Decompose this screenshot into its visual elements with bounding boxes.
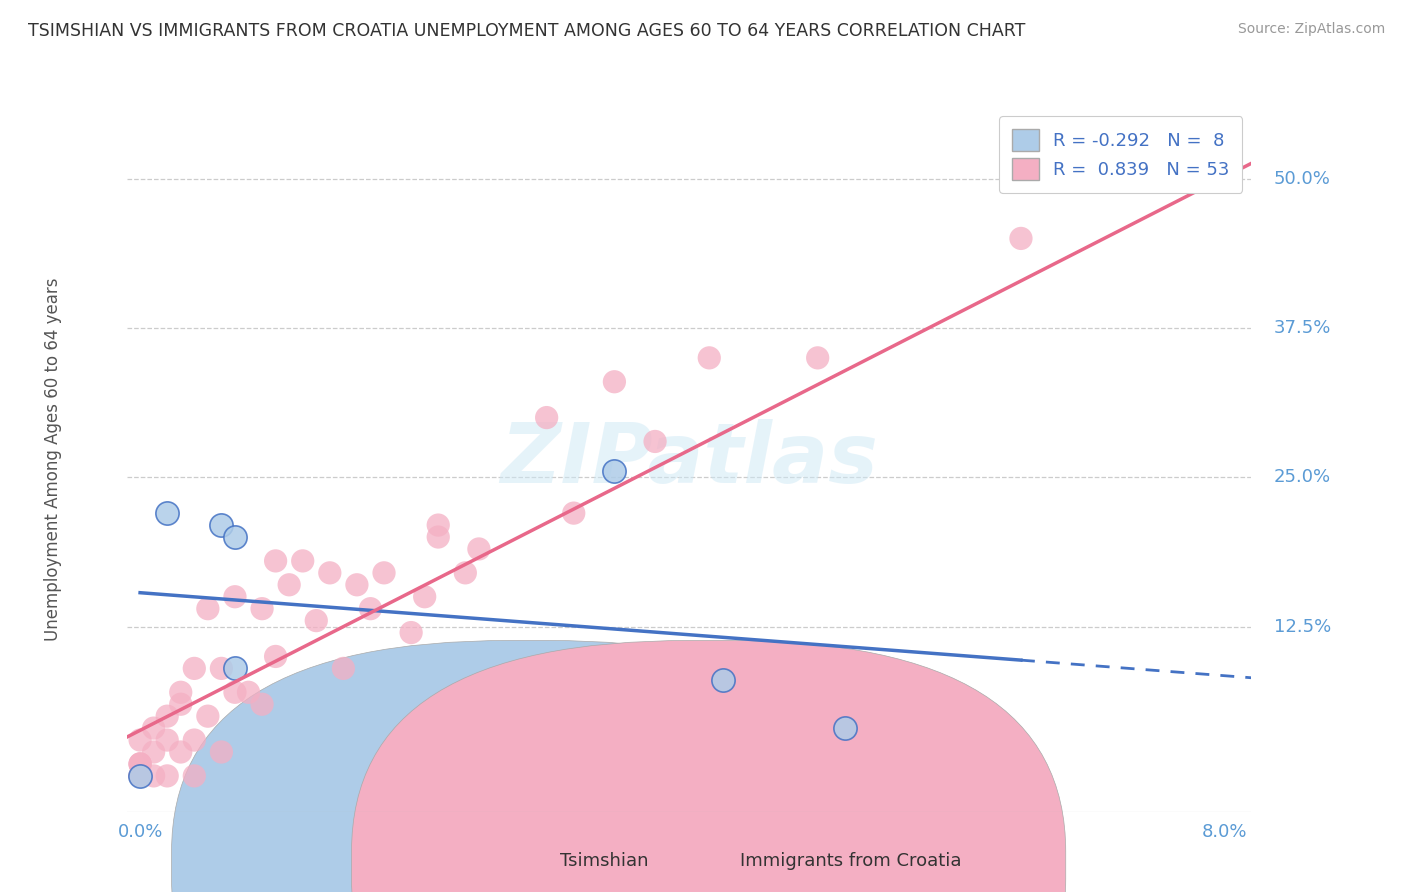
FancyBboxPatch shape bbox=[172, 640, 886, 892]
Point bbox=[156, 733, 179, 747]
Point bbox=[209, 661, 232, 675]
FancyBboxPatch shape bbox=[352, 640, 1066, 892]
Legend: R = -0.292   N =  8, R =  0.839   N = 53: R = -0.292 N = 8, R = 0.839 N = 53 bbox=[1000, 116, 1243, 193]
Text: ZIPatlas: ZIPatlas bbox=[501, 419, 877, 500]
Point bbox=[346, 578, 368, 592]
Point bbox=[129, 769, 152, 783]
Point bbox=[562, 506, 585, 520]
Point bbox=[129, 769, 152, 783]
Point bbox=[427, 518, 450, 533]
Point bbox=[250, 601, 273, 615]
Text: Unemployment Among Ages 60 to 64 years: Unemployment Among Ages 60 to 64 years bbox=[45, 277, 62, 641]
Point bbox=[413, 590, 436, 604]
Point bbox=[468, 541, 491, 556]
Text: 50.0%: 50.0% bbox=[1274, 169, 1330, 187]
Point bbox=[454, 566, 477, 580]
Point bbox=[183, 733, 205, 747]
Point bbox=[156, 709, 179, 723]
Point bbox=[129, 733, 152, 747]
Point bbox=[183, 769, 205, 783]
Text: Source: ZipAtlas.com: Source: ZipAtlas.com bbox=[1237, 22, 1385, 37]
Point bbox=[319, 566, 342, 580]
Point bbox=[359, 601, 381, 615]
Text: Tsimshian: Tsimshian bbox=[560, 852, 648, 870]
Point bbox=[129, 756, 152, 771]
Point bbox=[250, 697, 273, 711]
Point bbox=[264, 554, 287, 568]
Point bbox=[291, 554, 314, 568]
Point bbox=[238, 685, 260, 699]
Point bbox=[142, 745, 165, 759]
Point bbox=[1146, 171, 1168, 186]
Point bbox=[170, 685, 193, 699]
Point bbox=[224, 661, 246, 675]
Point bbox=[129, 756, 152, 771]
Point bbox=[373, 566, 395, 580]
Text: 25.0%: 25.0% bbox=[1274, 468, 1331, 486]
Point bbox=[209, 518, 232, 533]
Point bbox=[834, 721, 856, 735]
Point bbox=[305, 614, 328, 628]
Point bbox=[156, 506, 179, 520]
Point bbox=[264, 649, 287, 664]
Point bbox=[711, 673, 734, 688]
Point bbox=[536, 410, 558, 425]
Point bbox=[170, 697, 193, 711]
Point bbox=[197, 601, 219, 615]
Point bbox=[197, 709, 219, 723]
Point bbox=[875, 769, 897, 783]
Point bbox=[183, 661, 205, 675]
Point bbox=[142, 721, 165, 735]
Point bbox=[224, 590, 246, 604]
Point bbox=[644, 434, 666, 449]
Point bbox=[142, 769, 165, 783]
Point bbox=[427, 530, 450, 544]
Text: 12.5%: 12.5% bbox=[1274, 617, 1331, 636]
Point bbox=[156, 769, 179, 783]
Point bbox=[129, 769, 152, 783]
Point bbox=[1010, 231, 1032, 245]
Point bbox=[697, 351, 720, 365]
Point bbox=[224, 685, 246, 699]
Text: 37.5%: 37.5% bbox=[1274, 319, 1331, 337]
Point bbox=[278, 578, 301, 592]
Point bbox=[224, 530, 246, 544]
Point bbox=[603, 464, 626, 478]
Point bbox=[129, 769, 152, 783]
Text: Immigrants from Croatia: Immigrants from Croatia bbox=[740, 852, 962, 870]
Point bbox=[807, 351, 830, 365]
Point bbox=[170, 745, 193, 759]
Text: TSIMSHIAN VS IMMIGRANTS FROM CROATIA UNEMPLOYMENT AMONG AGES 60 TO 64 YEARS CORR: TSIMSHIAN VS IMMIGRANTS FROM CROATIA UNE… bbox=[28, 22, 1025, 40]
Point bbox=[129, 756, 152, 771]
Point bbox=[209, 745, 232, 759]
Point bbox=[399, 625, 422, 640]
Point bbox=[332, 661, 354, 675]
Point bbox=[603, 375, 626, 389]
